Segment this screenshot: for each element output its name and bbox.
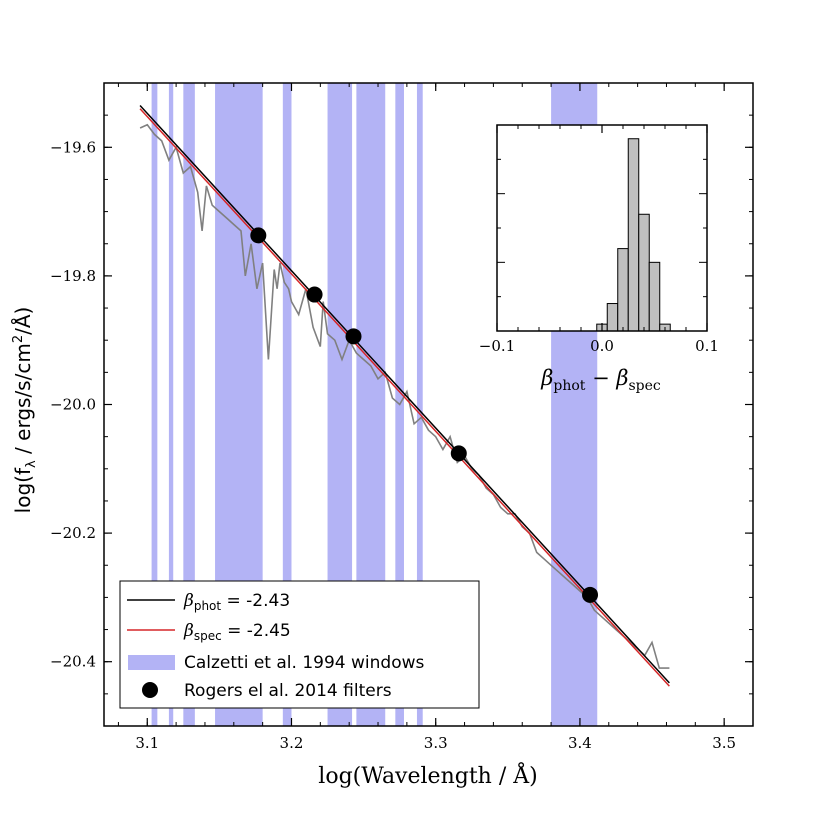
y-axis-label: log(fλ / ergs/s/cm2/Å): [11, 307, 39, 514]
fit-lines: [139, 104, 670, 687]
filter-point-0: [250, 227, 267, 244]
y-tick-label: −20.0: [50, 396, 96, 414]
x-tick-label: 3.3: [424, 734, 448, 752]
x-tick-label: 3.1: [135, 734, 159, 752]
main-axis-ticks: 3.1 3.2 3.3 3.4 3.5 −19.6 −19.8 −20.0 −20.2 −20.4: [50, 83, 754, 752]
legend-window-text: Calzetti et al. 1994 windows: [184, 653, 424, 673]
inset-background: [497, 125, 707, 331]
spectrum-layer: [139, 123, 670, 669]
histogram-bar-5: [648, 261, 661, 332]
legend-window-swatch: [128, 655, 175, 670]
main-plot-frame: [103, 82, 754, 727]
y-tick-label: −19.6: [50, 138, 96, 156]
filter-point-3: [450, 445, 467, 462]
y-tick-label: −19.8: [50, 267, 96, 285]
inset-frame: [496, 124, 708, 332]
legend: βphot = -2.43 βspec = -2.45 Calzetti et …: [119, 580, 480, 709]
inset-axis-ticks: −0.1 0.0 0.1: [479, 124, 719, 355]
inset-x-tick-label: 0.1: [695, 337, 719, 355]
calzetti-window-1: [168, 83, 174, 726]
y-tick-label: −20.2: [50, 524, 96, 542]
histogram-bar-3: [627, 138, 640, 332]
inset-x-tick-label: 0.0: [590, 337, 614, 355]
filter-point-1: [306, 286, 323, 303]
inset-x-label: βphot − βspec: [540, 366, 661, 394]
y-tick-label: −20.4: [50, 653, 96, 671]
legend-filter-marker: [142, 682, 158, 698]
x-axis-label: log(Wavelength / Å): [318, 761, 537, 789]
histogram-bar-2: [617, 248, 629, 332]
calzetti-window-4: [282, 83, 292, 726]
filter-points: [250, 227, 599, 603]
x-tick-label: 3.4: [568, 734, 592, 752]
legend-filter-text: Rogers el al. 2014 filters: [184, 681, 392, 701]
calzetti-window-8: [416, 83, 423, 726]
inset-x-tick-label: −0.1: [479, 337, 515, 355]
fit-line-beta_phot: [139, 104, 670, 684]
x-tick-label: 3.5: [712, 734, 736, 752]
fit-line-beta_spec: [139, 108, 670, 687]
calzetti-window-0: [151, 83, 158, 726]
x-tick-label: 3.2: [280, 734, 304, 752]
histogram-bar-4: [638, 213, 650, 332]
calzetti-window-2: [183, 83, 195, 726]
legend-phot-text: βphot = -2.43: [183, 591, 290, 613]
inset-histogram: −0.1 0.0 0.1 βphot − βspec: [479, 124, 719, 394]
histogram-bar-1: [606, 303, 619, 332]
filter-point-4: [582, 586, 599, 603]
legend-box: [119, 580, 480, 709]
spectrum-line: [139, 123, 670, 669]
legend-spec-text: βspec = -2.45: [183, 621, 291, 643]
filter-point-2: [345, 328, 362, 345]
